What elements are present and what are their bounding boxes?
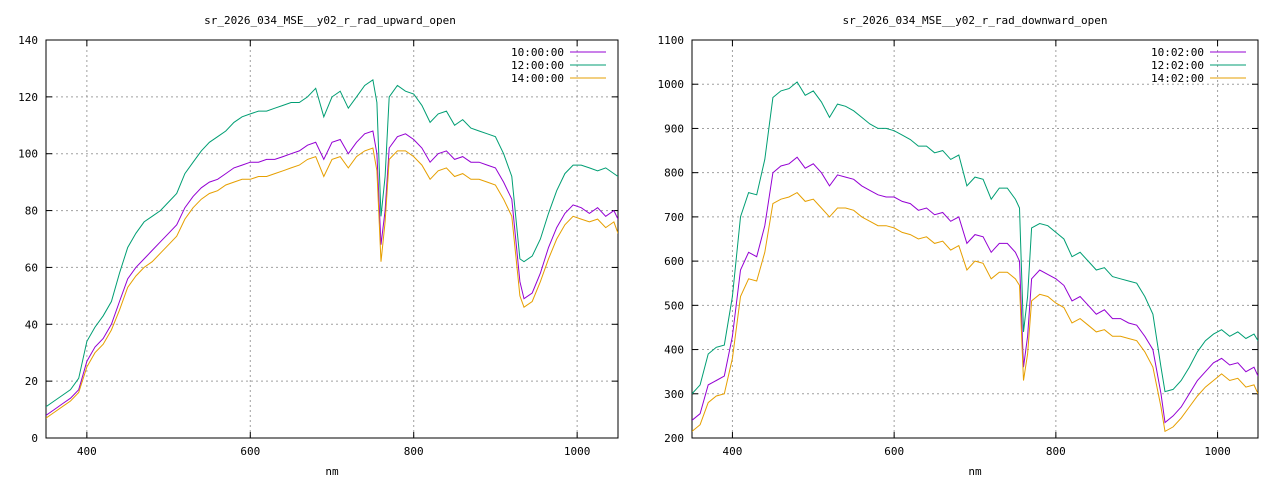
y-tick-label: 500	[664, 299, 684, 312]
y-tick-label: 60	[25, 261, 38, 274]
legend-label: 14:02:00	[1151, 72, 1204, 85]
series-line-1	[692, 81, 1258, 395]
legend-label: 12:02:00	[1151, 59, 1204, 72]
y-tick-label: 100	[18, 148, 38, 161]
y-tick-label: 400	[664, 344, 684, 357]
x-axis-label: nm	[968, 465, 982, 478]
y-tick-label: 300	[664, 388, 684, 401]
series-line-1	[46, 78, 618, 408]
series-line-2	[46, 147, 618, 419]
y-tick-label: 200	[664, 432, 684, 445]
series-line-0	[692, 156, 1258, 424]
y-tick-label: 0	[31, 432, 38, 445]
y-tick-label: 1000	[658, 78, 685, 91]
legend-label: 14:00:00	[511, 72, 564, 85]
y-tick-label: 1100	[658, 34, 685, 47]
chart-title: sr_2026_034_MSE__y02_r_rad_downward_open	[843, 14, 1108, 27]
chart-title: sr_2026_034_MSE__y02_r_rad_upward_open	[204, 14, 456, 27]
plot-frame	[45, 39, 619, 439]
x-tick-label: 1000	[1204, 445, 1231, 458]
y-tick-label: 600	[664, 255, 684, 268]
x-tick-label: 800	[1046, 445, 1066, 458]
x-tick-label: 600	[240, 445, 260, 458]
legend-label: 12:00:00	[511, 59, 564, 72]
chart-downward: sr_2026_034_MSE__y02_r_rad_downward_open…	[658, 14, 1259, 478]
y-tick-label: 40	[25, 318, 38, 331]
y-tick-label: 80	[25, 205, 38, 218]
y-tick-label: 140	[18, 34, 38, 47]
x-tick-label: 400	[77, 445, 97, 458]
series-line-2	[692, 191, 1258, 433]
y-tick-label: 800	[664, 167, 684, 180]
series-line-0	[46, 130, 618, 416]
x-tick-label: 600	[884, 445, 904, 458]
legend-label: 10:00:00	[511, 46, 564, 59]
x-tick-label: 800	[404, 445, 424, 458]
legend-label: 10:02:00	[1151, 46, 1204, 59]
y-tick-label: 900	[664, 122, 684, 135]
y-tick-label: 120	[18, 91, 38, 104]
plot-frame	[691, 39, 1259, 439]
y-tick-label: 700	[664, 211, 684, 224]
x-tick-label: 400	[722, 445, 742, 458]
x-tick-label: 1000	[564, 445, 591, 458]
y-tick-label: 20	[25, 375, 38, 388]
x-axis-label: nm	[325, 465, 339, 478]
chart-upward: sr_2026_034_MSE__y02_r_rad_upward_open 40…	[18, 14, 619, 478]
